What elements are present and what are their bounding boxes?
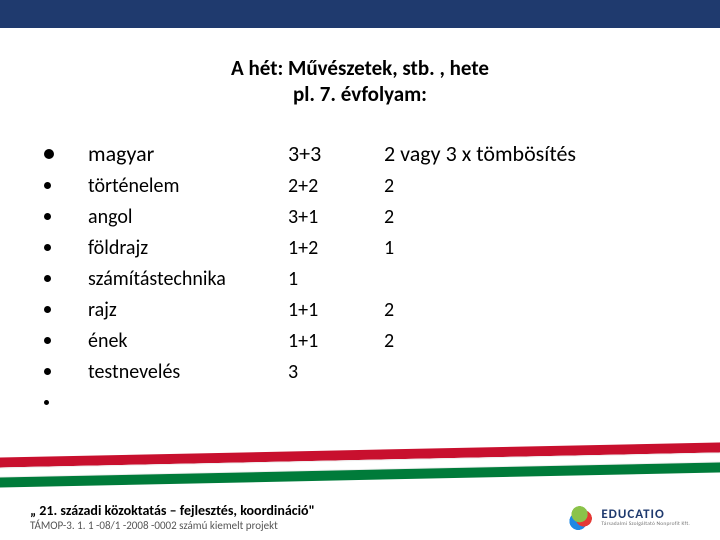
educatio-logo: EDUCATIO Társadalmi Szolgáltató Nonprofi… [567,503,690,531]
footer-subtitle: TÁMOP-3. 1. 1 -08/1 -2008 -0002 számú ki… [30,519,315,532]
top-border [0,0,720,28]
logo-text-wrap: EDUCATIO Társadalmi Szolgáltató Nonprofi… [601,508,690,527]
flag-stripes [0,446,720,486]
subject-row: történelem 2+2 2 [38,171,690,202]
subject-row: ének 1+1 2 [38,326,690,357]
subject-name: magyar [88,136,288,171]
subject-row: földrajz 1+2 1 [38,233,690,264]
subject-name: ének [88,326,288,357]
subject-block: 2 [378,295,690,326]
subject-block: 1 [378,233,690,264]
bullet-icon [38,136,88,171]
subject-row: magyar 3+3 2 vagy 3 x tömbösítés [38,136,690,171]
subject-hours: 3 [288,357,378,388]
title-line-1: A hét: Művészetek, stb. , hete [30,55,690,81]
subject-hours: 2+2 [288,171,378,202]
subject-hours: 3+1 [288,202,378,233]
footer-title: „ 21. századi közoktatás – fejlesztés, k… [30,502,315,519]
logo-mark-icon [567,503,595,531]
subject-name: rajz [88,295,288,326]
bullet-icon [38,202,88,233]
subjects-list: magyar 3+3 2 vagy 3 x tömbösítés történe… [30,136,690,419]
subject-row: rajz 1+1 2 [38,295,690,326]
bullet-icon [38,326,88,357]
subject-name: számítástechnika [88,264,288,295]
block-header: 2 vagy 3 x tömbösítés [378,136,690,171]
logo-subtext: Társadalmi Szolgáltató Nonprofit Kft. [601,521,690,527]
subject-block: 2 [378,171,690,202]
subject-hours: 1 [288,264,378,295]
bullet-icon [38,295,88,326]
subject-name: földrajz [88,233,288,264]
subject-hours: 3+3 [288,136,378,171]
subject-row: testnevelés 3 [38,357,690,388]
subject-row: számítástechnika 1 [38,264,690,295]
footer-text: „ 21. századi közoktatás – fejlesztés, k… [30,502,315,532]
subject-row-empty [38,388,690,419]
footer: „ 21. századi közoktatás – fejlesztés, k… [0,502,720,532]
title-line-2: pl. 7. évfolyam: [30,81,690,107]
subject-hours: 1+1 [288,295,378,326]
subject-name: történelem [88,171,288,202]
subject-block: 2 [378,202,690,233]
subject-name: testnevelés [88,357,288,388]
subject-block: 2 [378,326,690,357]
bullet-icon [38,357,88,388]
bullet-icon [38,388,88,419]
subject-row: angol 3+1 2 [38,202,690,233]
bullet-icon [38,171,88,202]
bullet-icon [38,233,88,264]
subject-hours: 1+1 [288,326,378,357]
subject-hours: 1+2 [288,233,378,264]
subject-name: angol [88,202,288,233]
bullet-icon [38,264,88,295]
logo-text: EDUCATIO [601,508,690,521]
slide-content: A hét: Művészetek, stb. , hete pl. 7. év… [0,55,720,419]
